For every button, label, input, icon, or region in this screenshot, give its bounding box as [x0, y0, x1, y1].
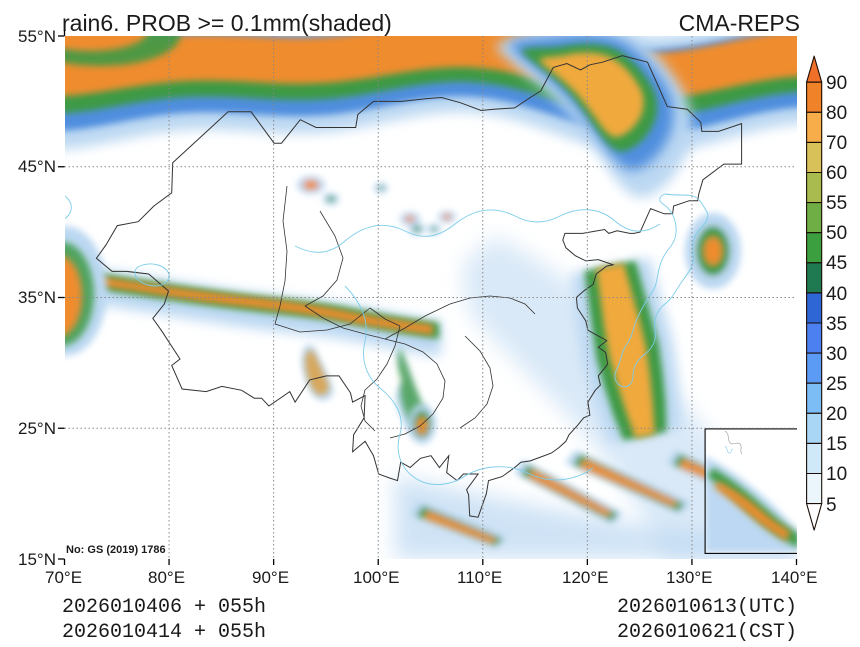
- svg-text:10: 10: [826, 464, 847, 485]
- svg-text:90: 90: [826, 73, 847, 94]
- svg-text:40: 40: [826, 284, 847, 305]
- svg-text:20: 20: [826, 404, 847, 425]
- svg-text:55: 55: [826, 193, 847, 214]
- svg-text:70: 70: [826, 133, 847, 154]
- svg-text:25: 25: [826, 374, 847, 395]
- svg-text:35: 35: [826, 314, 847, 335]
- svg-text:80: 80: [826, 103, 847, 124]
- svg-text:5: 5: [826, 495, 837, 516]
- svg-text:15: 15: [826, 434, 847, 455]
- svg-text:30: 30: [826, 344, 847, 365]
- svg-text:50: 50: [826, 223, 847, 244]
- svg-text:60: 60: [826, 163, 847, 184]
- svg-text:45: 45: [826, 253, 847, 274]
